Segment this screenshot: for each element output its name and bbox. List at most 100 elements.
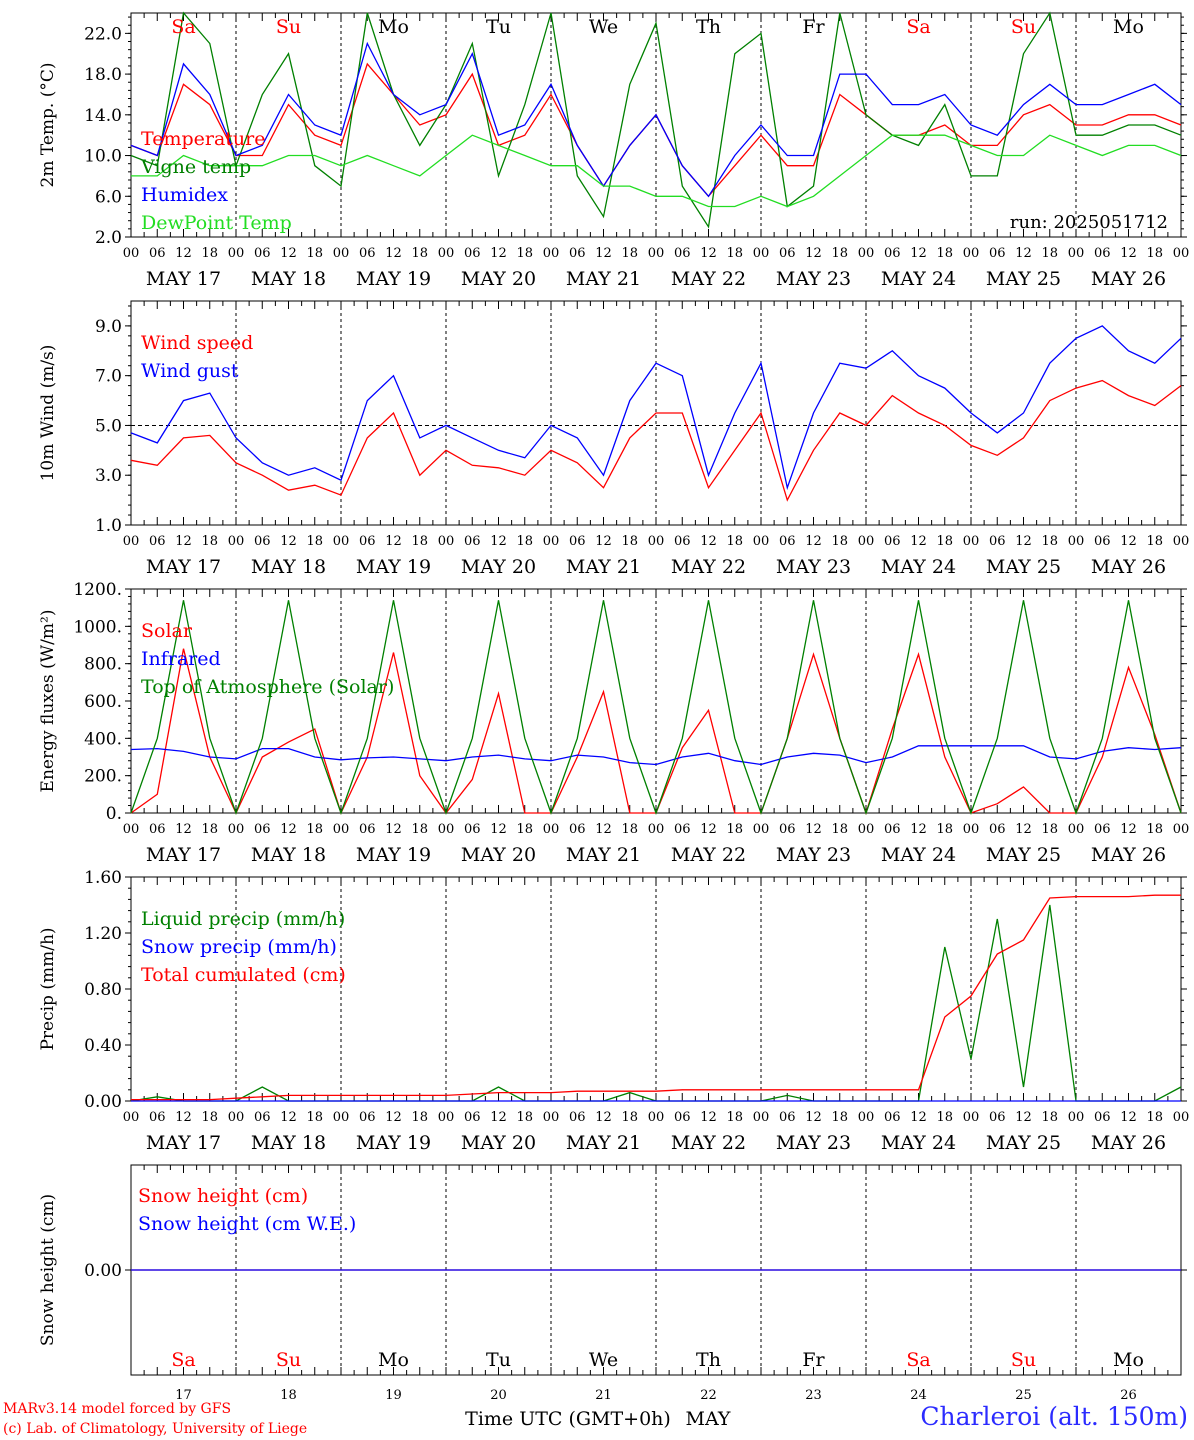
x-hour-label: 12 [175,1110,192,1125]
x-hour-label: 06 [149,1110,166,1125]
series-line-vigne-temp [130,11,1182,229]
x-hour-label: 06 [464,1110,481,1125]
x-day-label: MAY 25 [986,844,1061,866]
x-hour-label: 12 [385,246,402,261]
x-hour-label: 18 [516,246,533,261]
x-hour-label: 00 [543,246,560,261]
x-hour-label: 18 [831,246,848,261]
weekday-label: Mo [1113,1349,1144,1371]
x-hour-label: 12 [910,246,927,261]
x-hour-label: 18 [726,822,743,837]
weekday-label: Mo [378,16,409,38]
x-hour-label: 00 [858,822,875,837]
plot-frame [130,12,1182,238]
legend-entry: DewPoint Temp [141,212,292,234]
weekday-label: Sa [171,16,195,38]
legend-entry: Humidex [141,184,228,206]
x-hour-label: 00 [1173,1110,1190,1125]
x-hour-label: 18 [621,822,638,837]
station-label: Charleroi (alt. 150m) [920,1402,1188,1431]
x-hour-label: 18 [411,1110,428,1125]
x-day-label: MAY 22 [671,268,746,290]
x-hour-label: 00 [543,1110,560,1125]
x-hour-label: 00 [333,534,350,549]
x-hour-label: 00 [1068,246,1085,261]
x-hour-label: 06 [884,822,901,837]
legend-entry: Snow height (cm) [138,1185,308,1207]
x-hour-label: 18 [306,246,323,261]
series-line-dewpoint-temp [131,134,1182,208]
x-day-label: MAY 18 [251,268,326,290]
x-hour-label: 18 [411,534,428,549]
x-day-label: MAY 20 [461,556,536,578]
x-hour-label: 18 [201,534,218,549]
panel-4: 0.00 0.40 0.80 1.20 1.60 Precip (mm/h) Liquid … [38,868,1189,1154]
y-tick-label: 5.0 [95,416,122,436]
x-hour-label: 12 [595,534,612,549]
x-day-label: MAY 20 [461,844,536,866]
x-day-number: 21 [595,1388,612,1403]
y-tick-label: 1200. [73,580,122,600]
lab-credit: (c) Lab. of Climatology, University of L… [3,1421,308,1437]
weekday-label: Mo [378,1349,409,1371]
x-day-label: MAY 26 [1091,556,1166,578]
x-day-number: 26 [1120,1388,1137,1403]
x-hour-label: 00 [228,246,245,261]
x-hour-label: 00 [963,1110,980,1125]
x-hour-label: 12 [700,1110,717,1125]
x-hour-label: 06 [569,1110,586,1125]
x-hour-label: 12 [805,822,822,837]
x-hour-label: 12 [910,534,927,549]
x-hour-label: 00 [438,246,455,261]
weekday-label: We [589,1349,618,1371]
x-hour-label: 00 [1068,1110,1085,1125]
x-hour-label: 12 [490,822,507,837]
y-tick-label: 1.20 [84,924,122,944]
weekday-label: Su [276,16,301,38]
x-hour-label: 12 [700,534,717,549]
x-day-label: MAY 24 [881,1132,956,1154]
y-tick-label: 14.0 [84,106,122,126]
model-credit: MARv3.14 model forced by GFS [3,1401,232,1417]
x-hour-label: 12 [1015,1110,1032,1125]
x-hour-label: 12 [595,822,612,837]
x-hour-label: 00 [438,822,455,837]
x-hour-label: 18 [936,534,953,549]
y-axis-label: Snow height (cm) [38,1194,58,1346]
x-hour-label: 12 [175,822,192,837]
x-hour-label: 18 [516,534,533,549]
x-hour-label: 12 [910,822,927,837]
x-hour-label: 06 [989,534,1006,549]
x-hour-label: 06 [359,534,376,549]
x-hour-label: 18 [936,246,953,261]
x-day-label: MAY 19 [356,556,431,578]
legend-entry: Total cumulated (cm) [141,964,346,986]
x-hour-label: 18 [726,246,743,261]
x-hour-label: 06 [149,246,166,261]
x-day-label: MAY 21 [566,556,641,578]
x-day-label: MAY 24 [881,844,956,866]
x-hour-label: 06 [254,822,271,837]
x-hour-label: 06 [674,534,691,549]
x-hour-label: 06 [1094,246,1111,261]
x-hour-label: 12 [910,1110,927,1125]
x-hour-label: 18 [306,534,323,549]
x-hour-label: 06 [149,822,166,837]
x-day-label: MAY 25 [986,1132,1061,1154]
x-hour-label: 18 [831,534,848,549]
weekday-label: Su [1011,16,1036,38]
y-tick-label: 1.0 [95,516,122,536]
panel-3: 0. 200. 400. 600. 800. 1000. 1200. Energy fluxe… [38,580,1189,866]
x-hour-label: 00 [963,534,980,549]
y-tick-label: 22.0 [84,24,122,44]
x-hour-label: 06 [674,246,691,261]
x-hour-label: 00 [753,1110,770,1125]
x-hour-label: 18 [516,1110,533,1125]
x-hour-label: 06 [1094,1110,1111,1125]
x-hour-label: 06 [779,534,796,549]
x-hour-label: 00 [1173,534,1190,549]
y-axis-label: Precip (mm/h) [38,927,58,1050]
x-hour-label: 12 [595,246,612,261]
x-hour-label: 06 [989,1110,1006,1125]
x-hour-label: 06 [674,1110,691,1125]
